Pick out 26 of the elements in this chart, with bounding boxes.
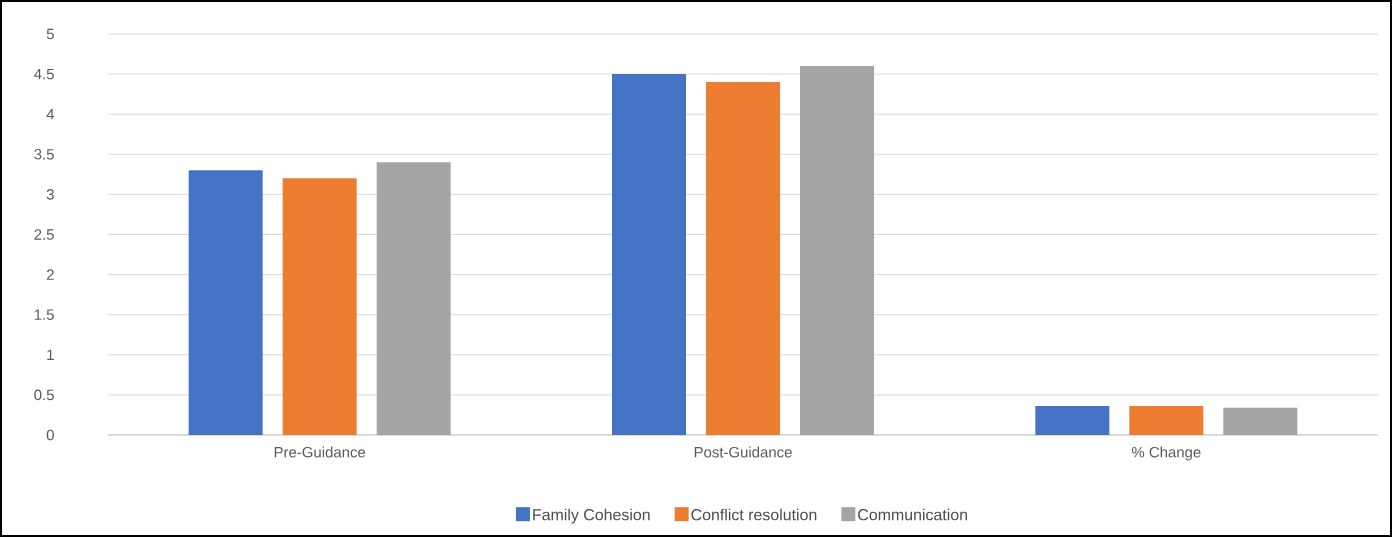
y-tick-label: 1.5 <box>34 309 54 320</box>
y-tick-label: 0.5 <box>34 389 54 401</box>
bar <box>800 66 874 435</box>
x-tick-label: % Change <box>1131 446 1201 461</box>
bar <box>188 170 263 435</box>
bar <box>612 74 686 435</box>
x-tick-label: Pre-Guidance <box>274 446 366 458</box>
legend-label: Conflict resolution <box>691 508 817 521</box>
y-tick-label: 3.5 <box>34 149 54 160</box>
y-tick-label: 2.5 <box>34 229 54 240</box>
bar <box>1035 406 1110 435</box>
y-tick-label: 3 <box>46 189 54 200</box>
bar <box>282 178 357 435</box>
bar <box>376 162 451 435</box>
y-tick-label: 2 <box>46 269 54 280</box>
bar <box>1129 406 1204 435</box>
y-tick-label: 5 <box>46 28 54 40</box>
bar <box>706 82 781 435</box>
y-tick-label: 4 <box>46 109 55 120</box>
legend-label: Communication <box>858 508 967 521</box>
y-tick-label: 0 <box>46 429 54 441</box>
y-tick-label: 1 <box>47 349 54 360</box>
legend-label: Family Cohesion <box>533 508 650 524</box>
x-tick-label: Post-Guidance <box>694 446 792 458</box>
bar <box>1223 407 1298 435</box>
y-tick-label: 4.5 <box>34 68 54 80</box>
